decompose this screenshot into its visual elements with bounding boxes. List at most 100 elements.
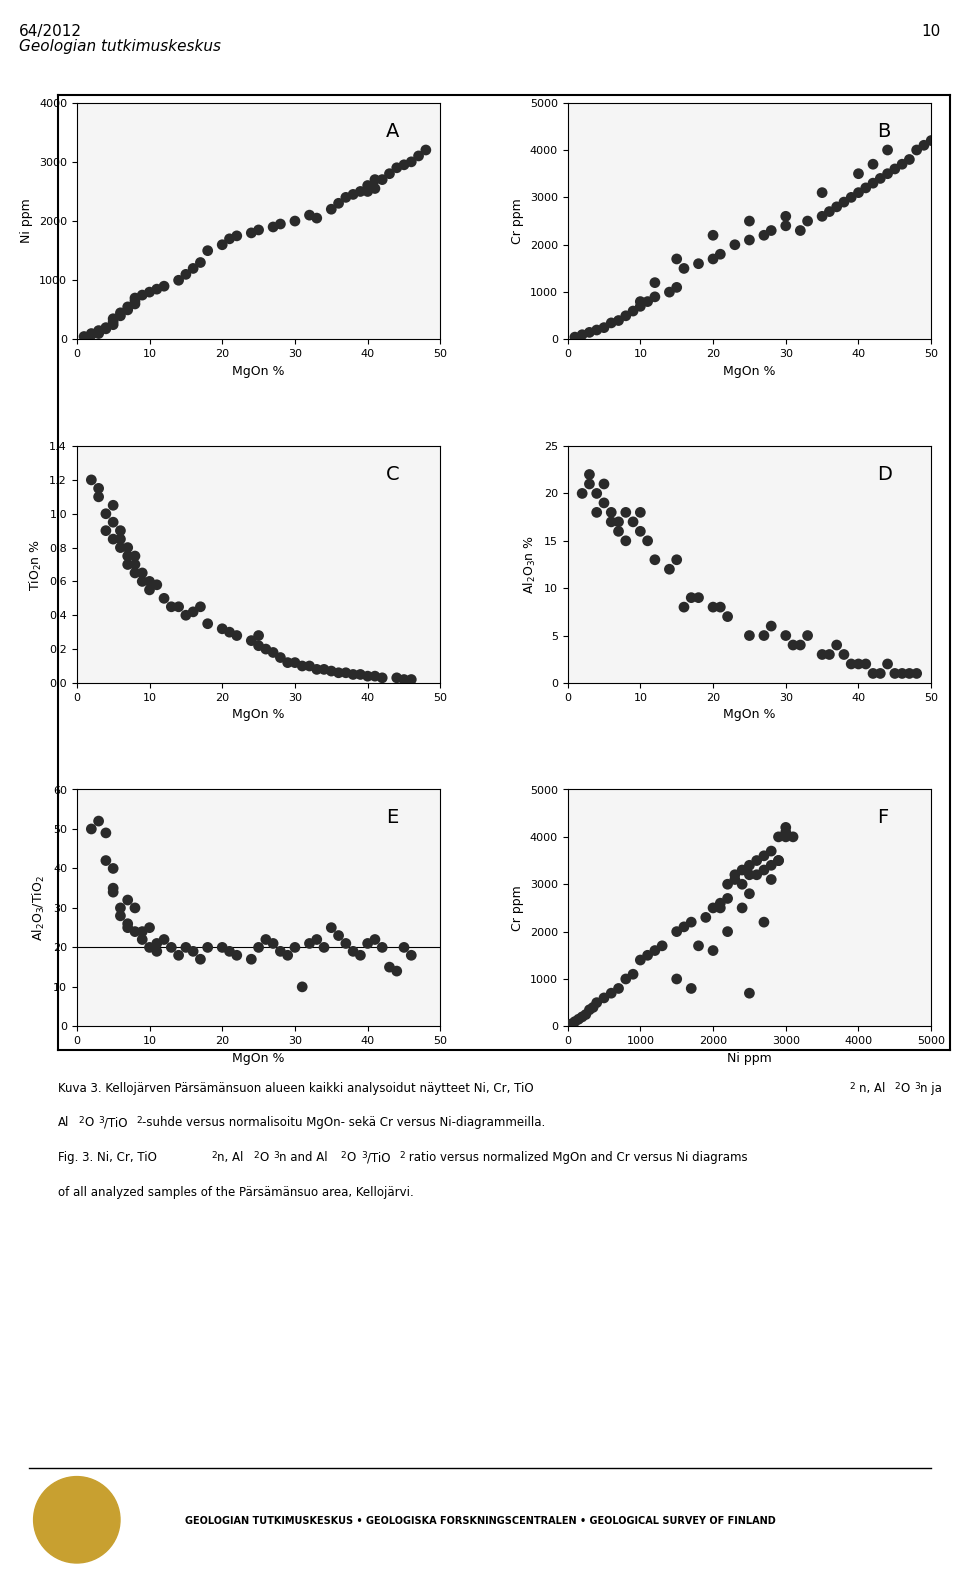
Point — [360, 174, 375, 199]
Point — [771, 848, 786, 873]
Point — [763, 613, 779, 638]
Point — [836, 641, 852, 666]
X-axis label: MgOn %: MgOn % — [723, 365, 776, 377]
Point — [91, 808, 107, 834]
Point — [771, 848, 786, 873]
Point — [880, 161, 896, 186]
Point — [134, 919, 150, 944]
Point — [280, 651, 296, 676]
Point — [84, 321, 99, 346]
Point — [691, 251, 707, 276]
Point — [149, 930, 164, 955]
Point — [844, 185, 859, 210]
Point — [865, 152, 880, 177]
Text: /TiO: /TiO — [367, 1151, 390, 1164]
Point — [84, 467, 99, 493]
Point — [106, 856, 121, 881]
Point — [324, 658, 339, 684]
Point — [604, 508, 619, 534]
Point — [596, 314, 612, 339]
Point — [589, 317, 605, 343]
Point — [331, 191, 347, 216]
Point — [368, 175, 383, 201]
Point — [156, 927, 172, 952]
Point — [229, 943, 245, 968]
Point — [91, 475, 107, 501]
Point — [120, 887, 135, 913]
Point — [273, 938, 288, 963]
Text: B: B — [876, 122, 890, 141]
Point — [112, 903, 128, 928]
Point — [756, 857, 772, 883]
Point — [77, 324, 92, 349]
Point — [779, 820, 794, 845]
Text: 2: 2 — [211, 1151, 217, 1161]
Point — [742, 208, 757, 234]
Point — [200, 238, 215, 264]
Point — [567, 324, 583, 349]
Point — [128, 919, 143, 944]
Point — [851, 651, 866, 676]
Point — [193, 249, 208, 275]
Point — [317, 657, 332, 682]
Point — [382, 954, 397, 979]
Point — [822, 199, 837, 224]
Point — [785, 824, 801, 850]
Point — [128, 895, 143, 921]
Point — [661, 556, 677, 581]
Point — [156, 586, 172, 611]
Point — [582, 998, 597, 1023]
Point — [633, 289, 648, 314]
Point — [880, 651, 896, 676]
Y-axis label: Al$_2$O$_3$/TiO$_2$: Al$_2$O$_3$/TiO$_2$ — [32, 875, 47, 941]
Point — [185, 938, 201, 963]
Point — [604, 499, 619, 524]
Text: 2: 2 — [895, 1082, 900, 1091]
Point — [684, 910, 699, 935]
Point — [574, 480, 589, 505]
Point — [134, 568, 150, 594]
Point — [596, 471, 612, 496]
Point — [684, 584, 699, 609]
Point — [331, 922, 347, 947]
Point — [301, 654, 317, 679]
Point — [865, 171, 880, 196]
Point — [346, 938, 361, 963]
Point — [829, 632, 845, 657]
Point — [149, 276, 164, 302]
Point — [120, 297, 135, 322]
Point — [720, 919, 735, 944]
Point — [411, 144, 426, 169]
Point — [389, 155, 404, 180]
Point — [134, 561, 150, 586]
Point — [142, 916, 157, 941]
Point — [640, 527, 656, 553]
Point — [120, 916, 135, 941]
Text: 2: 2 — [253, 1151, 259, 1161]
Point — [901, 660, 917, 685]
Point — [112, 300, 128, 325]
Point — [368, 927, 383, 952]
Point — [309, 927, 324, 952]
Point — [858, 175, 874, 201]
Point — [640, 943, 656, 968]
Point — [258, 636, 274, 662]
Point — [611, 308, 626, 333]
Point — [618, 966, 634, 992]
Point — [112, 526, 128, 551]
Point — [403, 666, 419, 692]
Point — [712, 891, 728, 916]
Point — [734, 895, 750, 921]
Point — [858, 651, 874, 676]
Point — [142, 578, 157, 603]
Point — [309, 657, 324, 682]
Text: n, Al: n, Al — [859, 1082, 885, 1094]
Point — [98, 316, 113, 341]
Point — [712, 242, 728, 267]
X-axis label: MgOn %: MgOn % — [232, 365, 285, 377]
Point — [865, 660, 880, 685]
Point — [618, 303, 634, 328]
Point — [91, 321, 107, 346]
Point — [295, 974, 310, 1000]
Point — [800, 622, 815, 647]
